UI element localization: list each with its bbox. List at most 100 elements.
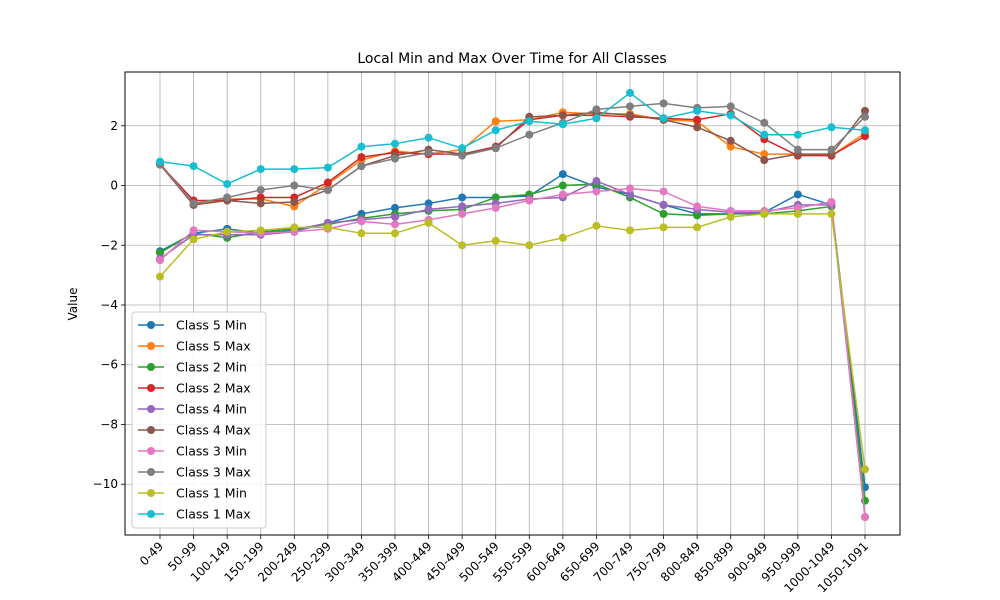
data-point: [693, 223, 702, 232]
y-tick-label: −8: [100, 417, 118, 431]
data-point: [827, 123, 836, 132]
data-point: [491, 193, 500, 202]
y-tick-label: 0: [110, 179, 118, 193]
y-tick-label: −2: [100, 238, 118, 252]
legend-swatch-marker: [147, 426, 155, 434]
legend-swatch-marker: [147, 342, 155, 350]
y-tick-label: 2: [110, 119, 118, 133]
data-point: [626, 226, 634, 235]
legend-swatch-marker: [147, 384, 155, 392]
data-point: [693, 115, 702, 124]
legend-item: Class 3 Min: [138, 444, 247, 459]
data-point: [861, 465, 869, 474]
data-point: [391, 154, 399, 163]
data-point: [659, 200, 668, 209]
data-point: [558, 233, 567, 242]
data-point: [391, 220, 399, 229]
data-point: [592, 177, 601, 186]
legend-item: Class 1 Max: [138, 507, 251, 522]
y-axis: 2 0 −2 −4 −6 −8 −10: [93, 119, 125, 491]
data-point: [491, 126, 500, 135]
series-line: [159, 183, 866, 501]
data-point: [827, 197, 836, 206]
data-point: [156, 256, 164, 265]
data-point: [592, 114, 601, 123]
series-class-1-min: [156, 209, 869, 474]
data-point: [189, 162, 198, 171]
data-point: [558, 111, 567, 120]
data-point: [189, 226, 198, 235]
data-point: [424, 205, 433, 214]
legend-item: Class 2 Min: [138, 360, 247, 375]
y-tick-label: −4: [100, 298, 118, 312]
legend-label: Class 1 Min: [176, 486, 247, 501]
data-point: [391, 229, 399, 238]
data-point: [189, 199, 198, 208]
legend-item: Class 1 Min: [138, 486, 247, 501]
data-point: [861, 106, 869, 115]
data-point: [693, 202, 702, 211]
y-tick-label: −10: [93, 477, 118, 491]
data-point: [357, 229, 366, 238]
data-point: [357, 217, 366, 226]
data-point: [256, 165, 265, 174]
legend-swatch-marker: [147, 321, 155, 329]
data-point: [760, 150, 769, 159]
data-point: [491, 144, 500, 153]
legend-label: Class 4 Min: [176, 402, 247, 417]
data-point: [491, 203, 500, 212]
data-point: [592, 221, 601, 230]
data-point: [726, 142, 735, 151]
data-point: [592, 105, 601, 114]
legend-swatch-marker: [147, 468, 155, 476]
legend-label: Class 3 Max: [176, 465, 251, 480]
series-line: [159, 110, 866, 206]
data-point: [424, 199, 433, 208]
data-point: [223, 193, 232, 202]
data-point: [726, 136, 735, 145]
legend-item: Class 5 Min: [138, 318, 247, 333]
data-point: [156, 272, 164, 281]
chart-title: Local Min and Max Over Time for All Clas…: [357, 51, 666, 67]
data-point: [223, 227, 232, 236]
legend-label: Class 4 Max: [176, 423, 251, 438]
data-point: [760, 118, 769, 127]
series-line: [159, 102, 866, 205]
data-point: [558, 181, 567, 190]
data-point: [424, 148, 433, 157]
data-point: [592, 187, 601, 196]
data-point: [491, 117, 500, 126]
data-point: [357, 153, 366, 162]
data-point: [323, 185, 332, 194]
data-point: [558, 170, 567, 179]
legend-label: Class 2 Max: [176, 381, 251, 396]
data-point: [726, 212, 735, 221]
series-class-1-max: [156, 88, 869, 189]
series-line: [159, 213, 866, 470]
data-point: [760, 209, 769, 218]
data-point: [323, 223, 332, 232]
data-point: [458, 209, 467, 218]
legend-swatch-marker: [147, 447, 155, 455]
legend-label: Class 1 Max: [176, 507, 251, 522]
data-point: [726, 102, 735, 111]
data-point: [760, 130, 769, 139]
data-point: [290, 165, 299, 174]
data-point: [558, 120, 567, 129]
legend-swatch-marker: [147, 405, 155, 413]
data-point: [391, 139, 399, 148]
data-point: [256, 185, 265, 194]
data-point: [256, 226, 265, 235]
data-point: [458, 193, 467, 202]
data-point: [626, 190, 634, 199]
data-point: [659, 223, 668, 232]
data-point: [424, 133, 433, 142]
legend-box: [131, 311, 267, 529]
data-point: [525, 196, 534, 205]
series-line: [159, 187, 866, 518]
data-point: [357, 142, 366, 151]
data-point: [223, 180, 232, 189]
data-point: [558, 190, 567, 199]
data-point: [290, 197, 299, 206]
